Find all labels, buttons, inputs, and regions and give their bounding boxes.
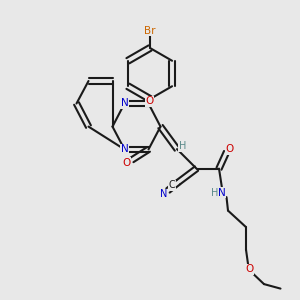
Text: O: O xyxy=(145,96,153,106)
Text: C: C xyxy=(169,180,175,190)
Text: O: O xyxy=(225,144,234,154)
Text: N: N xyxy=(121,98,128,109)
Text: Br: Br xyxy=(144,26,156,36)
Text: O: O xyxy=(245,264,253,274)
Text: H: H xyxy=(211,188,218,198)
Text: H: H xyxy=(179,141,186,151)
Text: N: N xyxy=(121,144,128,154)
Text: O: O xyxy=(122,158,131,168)
Text: N: N xyxy=(160,189,167,199)
Text: N: N xyxy=(218,188,226,198)
